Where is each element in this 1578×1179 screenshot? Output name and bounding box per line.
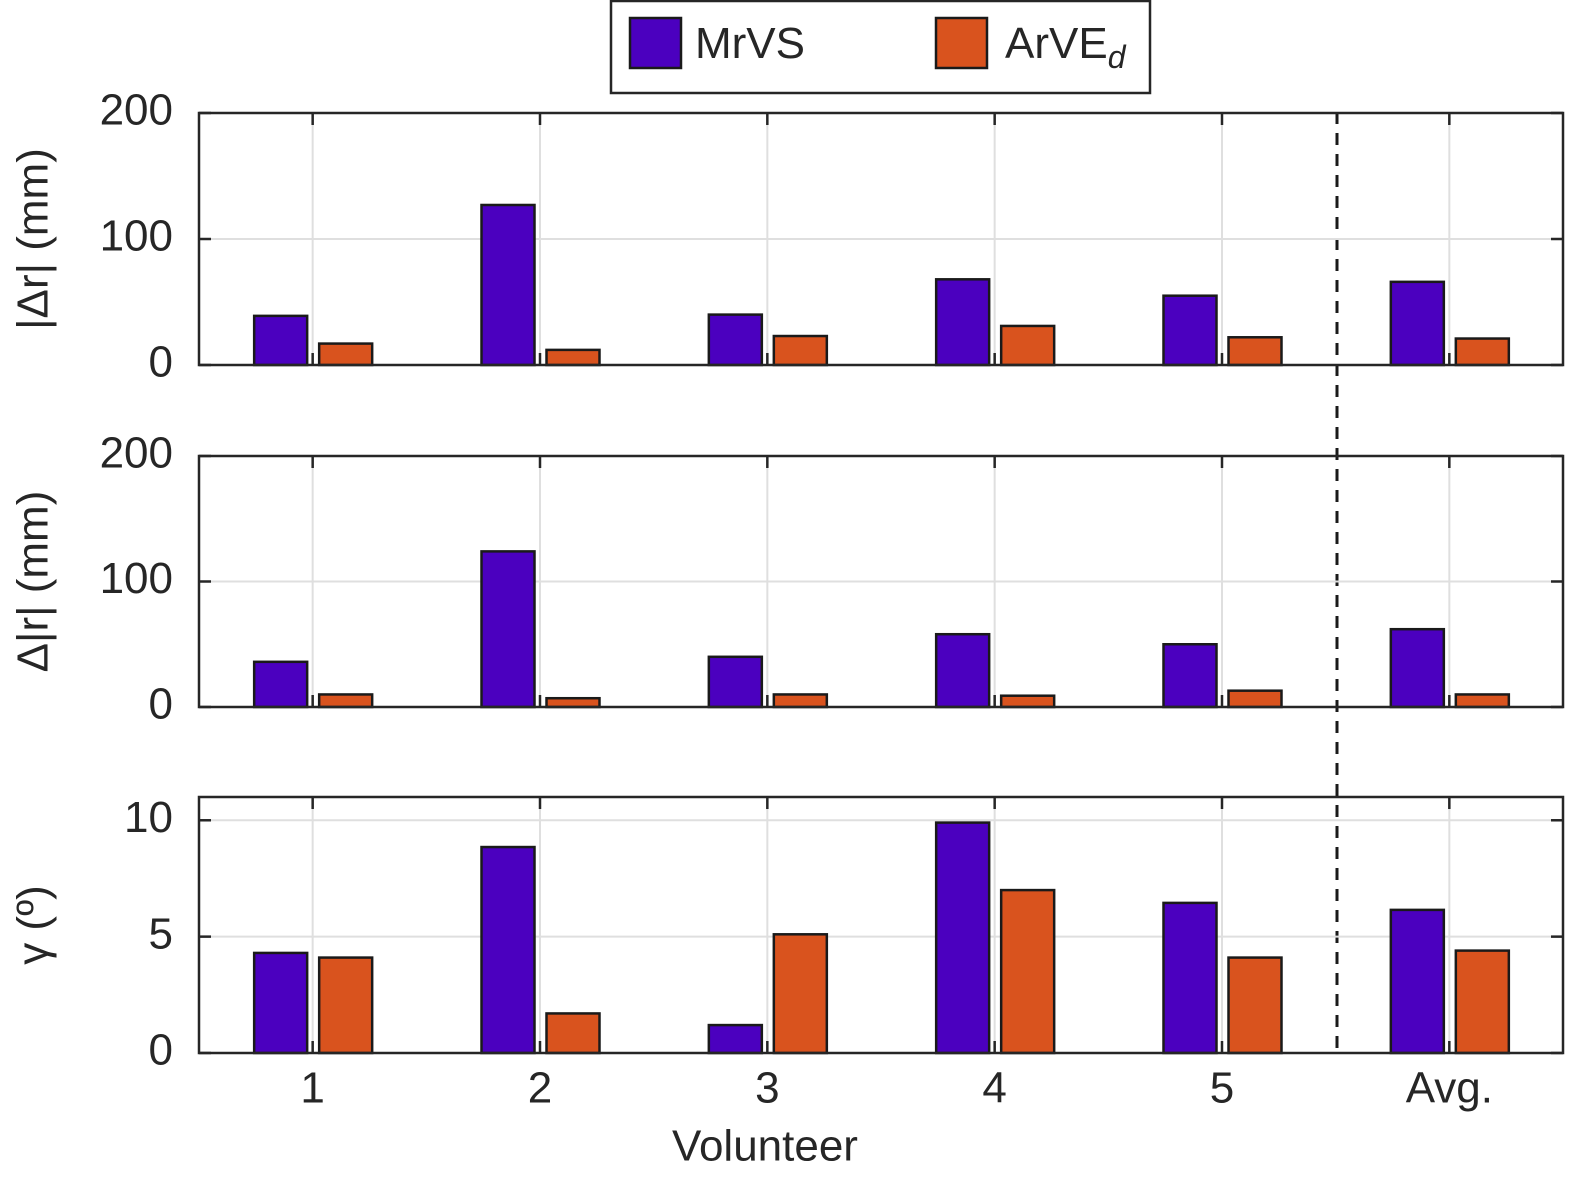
bar: [1454, 949, 1511, 1055]
bar: [1389, 627, 1446, 709]
x-tick-label: 4: [982, 1064, 1006, 1113]
bar: [317, 693, 374, 709]
x-tick-label: 2: [528, 1064, 552, 1113]
bar: [772, 334, 829, 367]
bar: [999, 324, 1056, 367]
bar: [252, 951, 309, 1055]
bar: [1162, 901, 1218, 1055]
bar: [1454, 337, 1511, 367]
legend-label: MrVS: [695, 19, 805, 68]
bar: [772, 933, 829, 1055]
bar: [707, 1023, 764, 1055]
y-tick-label: 5: [149, 909, 173, 958]
bar: [999, 888, 1056, 1055]
x-tick-label: 3: [755, 1064, 779, 1113]
y-tick-label: 10: [124, 793, 173, 842]
y-axis-label: |Δr| (mm): [9, 148, 58, 330]
bar: [934, 821, 991, 1055]
legend-name: ArVE: [1005, 19, 1108, 68]
bar: [545, 1012, 601, 1055]
bar: [1389, 908, 1446, 1055]
bar: [707, 655, 764, 709]
bar: [252, 660, 309, 709]
bar: [934, 278, 991, 367]
bar: [707, 313, 764, 367]
bar: [934, 632, 991, 709]
legend-subscript: d: [1108, 39, 1127, 75]
bar: [317, 956, 374, 1055]
bar: [999, 694, 1056, 709]
y-axis-label: Δ|r| (mm): [9, 491, 58, 673]
bar: [1454, 693, 1511, 709]
legend-name: MrVS: [695, 19, 805, 68]
bar: [1227, 336, 1283, 367]
y-tick-label: 200: [100, 86, 173, 135]
bar: [1389, 280, 1446, 367]
legend-swatch: [934, 16, 989, 70]
x-axis-label: Volunteer: [672, 1122, 858, 1171]
bar: [1227, 956, 1283, 1055]
y-tick-label: 100: [100, 554, 173, 603]
x-tick-label: 1: [300, 1064, 324, 1113]
y-tick-label: 0: [149, 680, 173, 729]
bar: [317, 342, 374, 367]
y-tick-label: 0: [149, 1026, 173, 1075]
bar: [480, 203, 536, 367]
bar: [480, 845, 536, 1055]
legend-label: ArVEd: [1005, 19, 1127, 76]
bar: [1227, 689, 1283, 709]
bar: [545, 696, 601, 709]
y-tick-label: 0: [149, 338, 173, 387]
y-tick-label: 200: [100, 429, 173, 478]
y-tick-label: 100: [100, 212, 173, 261]
bar: [772, 693, 829, 709]
legend-swatch: [628, 16, 683, 70]
bar: [1162, 294, 1218, 367]
axes-box: [197, 795, 1565, 1055]
x-tick-label: Avg.: [1406, 1064, 1493, 1113]
bar: [252, 314, 309, 367]
x-tick-label: 5: [1210, 1064, 1234, 1113]
legend-box: [609, 0, 1152, 95]
bar: [1162, 643, 1218, 709]
y-axis-label: γ (º): [9, 885, 58, 965]
bar: [480, 550, 536, 709]
bar: [545, 348, 601, 367]
